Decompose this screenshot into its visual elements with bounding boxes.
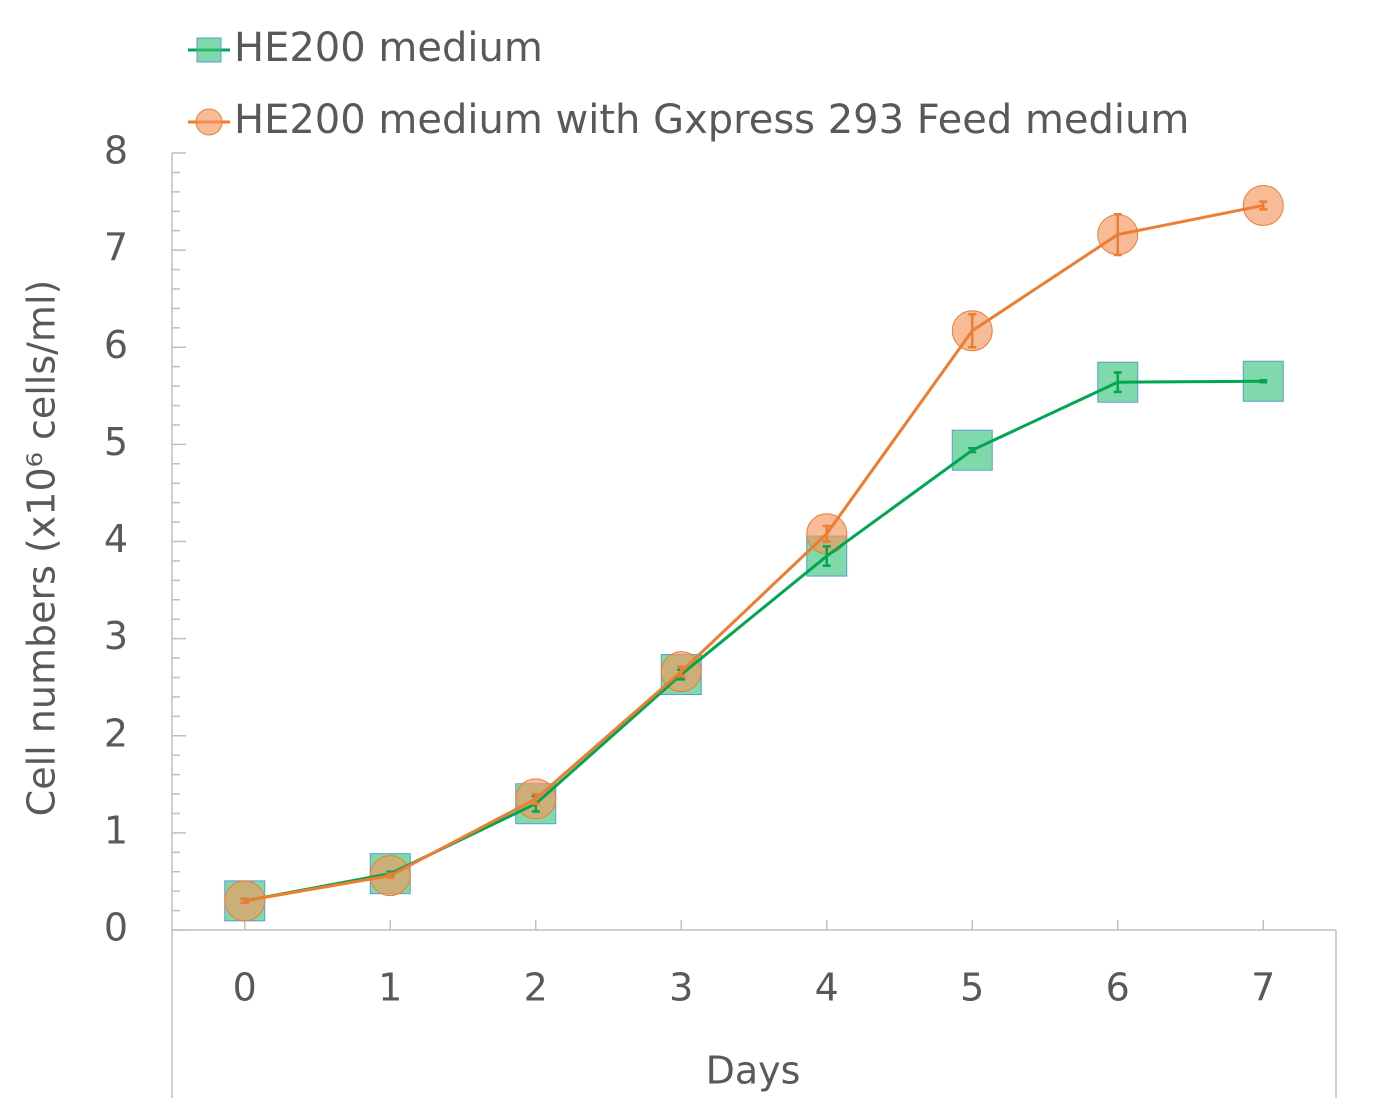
y-tick-label: 2 bbox=[104, 711, 128, 755]
error-bar bbox=[677, 665, 686, 678]
y-tick-label: 0 bbox=[104, 906, 128, 950]
y-tick-label: 7 bbox=[104, 226, 128, 270]
legend-marker bbox=[195, 108, 223, 136]
y-tick-label: 6 bbox=[104, 323, 128, 367]
x-axis-label: Days bbox=[706, 1049, 801, 1093]
error-bar bbox=[822, 524, 831, 543]
y-axis-label: Cell numbers (x10⁶ cells/ml) bbox=[20, 280, 64, 817]
error-bar bbox=[1113, 212, 1122, 257]
error-bar bbox=[386, 872, 395, 879]
legend-label: HE200 medium with Gxpress 293 Feed mediu… bbox=[234, 97, 1189, 143]
error-bar bbox=[240, 897, 249, 905]
series-line bbox=[244, 203, 1264, 903]
y-tick-label: 5 bbox=[104, 420, 128, 464]
error-bar bbox=[968, 312, 977, 349]
series-line bbox=[244, 379, 1264, 903]
x-tick-label: 6 bbox=[1106, 966, 1130, 1010]
error-bar bbox=[822, 545, 831, 568]
x-tick-label: 3 bbox=[669, 966, 693, 1010]
y-tick-label: 4 bbox=[104, 517, 128, 561]
y-tick-label: 1 bbox=[104, 808, 128, 852]
x-tick-label: 0 bbox=[233, 966, 257, 1010]
legend-item: HE200 medium with Gxpress 293 Feed mediu… bbox=[188, 97, 1189, 143]
error-bar bbox=[1259, 200, 1268, 211]
x-tick-label: 2 bbox=[524, 966, 548, 1010]
legend-label: HE200 medium bbox=[234, 25, 543, 71]
error-bar bbox=[1259, 379, 1268, 384]
y-tick-label: 8 bbox=[104, 129, 128, 173]
error-bar bbox=[1113, 371, 1122, 394]
x-tick-label: 1 bbox=[378, 966, 402, 1010]
legend-marker bbox=[196, 37, 222, 63]
x-tick-label: 5 bbox=[960, 966, 984, 1010]
error-bar bbox=[531, 792, 540, 805]
legend-item: HE200 medium bbox=[188, 25, 543, 71]
x-tick-label: 4 bbox=[815, 966, 839, 1010]
error-bar bbox=[968, 447, 977, 454]
x-tick-label: 7 bbox=[1251, 966, 1275, 1010]
y-tick-label: 3 bbox=[104, 614, 128, 658]
